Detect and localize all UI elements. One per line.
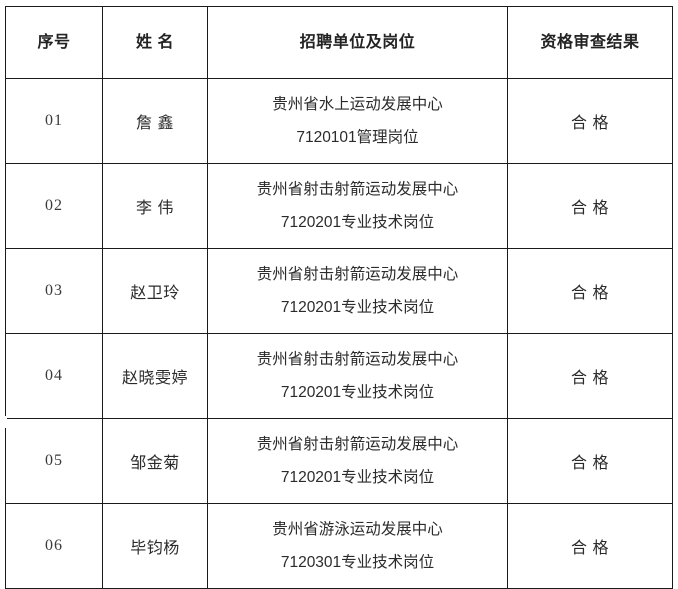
table-row: 05 邹金菊 贵州省射击射箭运动发展中心 7120201专业技术岗位 合 格 <box>5 418 673 504</box>
cell-result: 合 格 <box>507 78 673 164</box>
cell-result: 合 格 <box>507 333 673 419</box>
cell-unit: 贵州省射击射箭运动发展中心 7120201专业技术岗位 <box>207 333 508 419</box>
column-header-result: 资格审查结果 <box>507 6 673 79</box>
cell-result: 合 格 <box>507 503 673 589</box>
table-row: 02 李 伟 贵州省射击射箭运动发展中心 7120201专业技术岗位 合 格 <box>5 163 673 249</box>
unit-organization: 贵州省射击射箭运动发展中心 <box>256 435 459 453</box>
cell-unit: 贵州省游泳运动发展中心 7120301专业技术岗位 <box>207 503 508 589</box>
result-table-container: 序号 姓 名 招聘单位及岗位 资格审查结果 01 詹 鑫 <box>5 6 673 589</box>
cell-index: 05 <box>5 418 103 504</box>
unit-post: 7120201专业技术岗位 <box>280 214 435 231</box>
cell-name: 詹 鑫 <box>102 78 208 164</box>
unit-organization: 贵州省射击射箭运动发展中心 <box>256 265 459 283</box>
column-header-index: 序号 <box>5 6 103 79</box>
table-header-row: 序号 姓 名 招聘单位及岗位 资格审查结果 <box>5 6 673 79</box>
column-header-unit: 招聘单位及岗位 <box>207 6 508 79</box>
cell-name: 邹金菊 <box>102 418 208 504</box>
cell-index: 04 <box>5 333 103 419</box>
qualification-review-table: 序号 姓 名 招聘单位及岗位 资格审查结果 01 詹 鑫 <box>5 6 673 589</box>
table-row: 03 赵卫玲 贵州省射击射箭运动发展中心 7120201专业技术岗位 合 格 <box>5 248 673 334</box>
unit-stack: 贵州省射击射箭运动发展中心 7120201专业技术岗位 <box>208 334 507 418</box>
cell-name: 李 伟 <box>102 163 208 249</box>
table-row: 01 詹 鑫 贵州省水上运动发展中心 7120101管理岗位 合 格 <box>5 78 673 164</box>
cell-result: 合 格 <box>507 248 673 334</box>
cell-index: 02 <box>5 163 103 249</box>
cell-result: 合 格 <box>507 163 673 249</box>
cell-unit: 贵州省射击射箭运动发展中心 7120201专业技术岗位 <box>207 163 508 249</box>
unit-stack: 贵州省射击射箭运动发展中心 7120201专业技术岗位 <box>208 164 507 248</box>
cell-unit: 贵州省射击射箭运动发展中心 7120201专业技术岗位 <box>207 418 508 504</box>
cell-unit: 贵州省水上运动发展中心 7120101管理岗位 <box>207 78 508 164</box>
unit-organization: 贵州省射击射箭运动发展中心 <box>256 180 459 198</box>
unit-stack: 贵州省游泳运动发展中心 7120301专业技术岗位 <box>208 504 507 588</box>
cell-index: 03 <box>5 248 103 334</box>
unit-post: 7120201专业技术岗位 <box>280 384 435 401</box>
cell-name: 赵卫玲 <box>102 248 208 334</box>
cell-index: 06 <box>5 503 103 589</box>
table-body: 01 詹 鑫 贵州省水上运动发展中心 7120101管理岗位 合 格 02 李 … <box>5 78 673 589</box>
table-row: 04 赵晓雯婷 贵州省射击射箭运动发展中心 7120201专业技术岗位 合 格 <box>5 333 673 419</box>
column-header-result-label: 资格审查结果 <box>540 33 640 51</box>
table-header: 序号 姓 名 招聘单位及岗位 资格审查结果 <box>5 6 673 79</box>
unit-post: 7120301专业技术岗位 <box>280 554 435 571</box>
unit-stack: 贵州省射击射箭运动发展中心 7120201专业技术岗位 <box>208 419 507 503</box>
cell-index: 01 <box>5 78 103 164</box>
unit-post: 7120201专业技术岗位 <box>280 469 435 486</box>
table-row: 06 毕钧杨 贵州省游泳运动发展中心 7120301专业技术岗位 合 格 <box>5 503 673 589</box>
column-header-index-label: 序号 <box>37 33 71 51</box>
border-gap-artifact <box>4 416 7 428</box>
unit-organization: 贵州省游泳运动发展中心 <box>272 520 443 538</box>
unit-organization: 贵州省射击射箭运动发展中心 <box>256 350 459 368</box>
cell-unit: 贵州省射击射箭运动发展中心 7120201专业技术岗位 <box>207 248 508 334</box>
unit-post: 7120101管理岗位 <box>296 129 419 146</box>
cell-name: 赵晓雯婷 <box>102 333 208 419</box>
unit-post: 7120201专业技术岗位 <box>280 299 435 316</box>
unit-organization: 贵州省水上运动发展中心 <box>272 95 443 113</box>
column-header-name-label: 姓 名 <box>136 33 174 51</box>
cell-result: 合 格 <box>507 418 673 504</box>
column-header-name: 姓 名 <box>102 6 208 79</box>
unit-stack: 贵州省水上运动发展中心 7120101管理岗位 <box>208 79 507 163</box>
unit-stack: 贵州省射击射箭运动发展中心 7120201专业技术岗位 <box>208 249 507 333</box>
column-header-unit-label: 招聘单位及岗位 <box>299 33 416 51</box>
cell-name: 毕钧杨 <box>102 503 208 589</box>
